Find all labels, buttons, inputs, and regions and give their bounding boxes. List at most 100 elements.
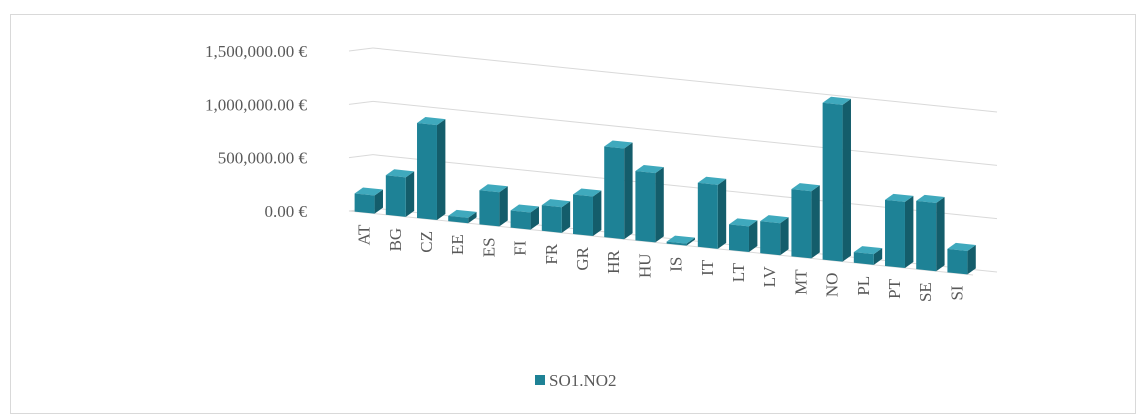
gridline <box>372 100 998 166</box>
y-tick-label: 0.00 € <box>265 202 308 221</box>
bar-front <box>697 182 718 249</box>
bar-hr <box>604 140 633 240</box>
bar-side <box>655 167 664 243</box>
bar-side <box>811 185 820 259</box>
bar-is <box>666 235 695 246</box>
bar-se <box>916 194 945 272</box>
bar-top <box>604 140 633 149</box>
bar-front <box>916 200 937 272</box>
bar-at <box>354 187 383 214</box>
bar-top <box>448 209 477 218</box>
bar-side <box>686 237 695 246</box>
category-label: BG <box>386 228 405 252</box>
legend-label: SO1.NO2 <box>549 371 617 390</box>
bar-lt <box>729 218 758 253</box>
bar-front <box>448 215 469 224</box>
y-tick-label: 1,000,000.00 € <box>205 95 308 114</box>
bar-top <box>635 165 664 174</box>
floor-edge <box>348 210 974 276</box>
bar-front <box>541 205 562 233</box>
category-label: GR <box>573 246 592 270</box>
bar-ee <box>448 209 477 224</box>
bar-si <box>947 242 976 275</box>
category-label: LT <box>729 262 748 282</box>
bar-side <box>873 248 883 265</box>
bar-no <box>822 96 851 262</box>
gridline-depth <box>348 100 374 105</box>
bar-side <box>780 217 789 256</box>
legend: SO1.NO2 <box>535 371 617 390</box>
bar-top <box>916 194 945 203</box>
bar-top <box>947 242 976 251</box>
bar-front <box>604 146 625 240</box>
category-label: IS <box>667 257 686 272</box>
bar-top <box>354 187 383 196</box>
bar-top <box>729 218 758 227</box>
bar-top <box>666 235 695 244</box>
bar-top <box>479 184 508 193</box>
bar-lv <box>760 215 789 256</box>
bar-side <box>530 206 539 230</box>
category-label: AT <box>355 224 374 245</box>
y-axis-ticks: 0.00 € 500,000.00 € 1,000,000.00 € 1,500,00… <box>205 42 308 221</box>
bar-side <box>499 186 508 227</box>
bar-top <box>385 169 415 178</box>
bar-hu <box>635 165 664 243</box>
bar-front <box>729 224 749 253</box>
category-label: MT <box>791 269 810 295</box>
bar-front <box>417 123 437 221</box>
bar-side <box>374 189 383 214</box>
bar-front <box>885 199 905 269</box>
bar-front <box>791 189 812 259</box>
bar-side <box>468 211 477 224</box>
bar-top <box>417 117 446 126</box>
bar-side <box>717 178 727 249</box>
bar-front <box>947 248 968 275</box>
bar-front <box>573 194 593 237</box>
bar-gr <box>573 188 602 237</box>
gridline-depth <box>348 154 374 159</box>
bar-top <box>853 246 883 255</box>
category-label: EE <box>448 234 467 255</box>
bar-side <box>842 98 851 262</box>
bar-cz <box>417 117 446 221</box>
bar-es <box>479 184 508 227</box>
bar-top <box>697 176 727 185</box>
bar-front <box>822 102 843 262</box>
bar-top <box>573 188 602 197</box>
bar-front <box>760 221 781 256</box>
bar-top <box>541 199 571 208</box>
chart-frame: 0.00 € 500,000.00 € 1,000,000.00 € 1,500,00… <box>10 14 1136 414</box>
bar-fr <box>541 199 571 233</box>
bar-side <box>967 244 976 275</box>
bar-top <box>822 96 851 105</box>
bar-pl <box>853 246 883 265</box>
bar-side <box>561 201 571 233</box>
category-label: CZ <box>417 231 436 253</box>
category-label: IT <box>698 259 717 276</box>
bar-top <box>885 193 914 202</box>
bar-side <box>592 190 602 237</box>
category-label: HR <box>604 250 623 274</box>
bar-side <box>904 195 914 269</box>
bar-side <box>624 142 633 240</box>
category-label: ES <box>479 237 498 257</box>
bar-front <box>510 210 531 230</box>
bar-mt <box>791 183 820 259</box>
bar-front <box>853 252 874 265</box>
bar-front <box>479 190 500 227</box>
bar-side <box>748 220 758 253</box>
category-label: FI <box>511 240 530 255</box>
bars <box>354 96 976 275</box>
bar-it <box>697 176 727 249</box>
bar-pt <box>885 193 914 269</box>
gridline <box>372 47 998 113</box>
bar-side <box>405 171 415 217</box>
bar-chart-3d: 0.00 € 500,000.00 € 1,000,000.00 € 1,500,00… <box>205 42 998 390</box>
bar-side <box>436 119 446 221</box>
category-label: FR <box>542 243 561 264</box>
category-label: NO <box>823 273 842 298</box>
bar-front <box>354 193 375 214</box>
bar-front <box>666 241 687 246</box>
bar-bg <box>385 169 415 217</box>
